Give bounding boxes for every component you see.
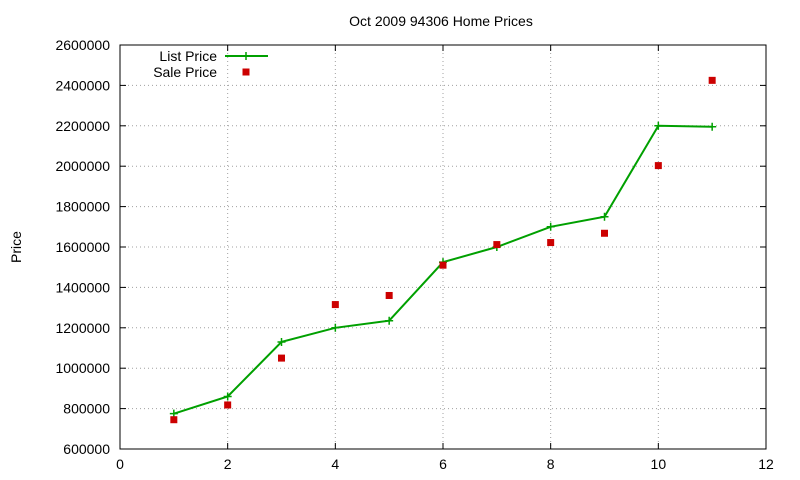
x-tick-label: 8 <box>547 456 555 472</box>
y-tick-labels: 600000 800000 1000000 1200000 1400000 1600000… <box>55 37 110 457</box>
list-price-point <box>546 222 555 231</box>
list-price-point <box>654 121 663 130</box>
y-tick-label: 2400000 <box>55 77 110 93</box>
list-price-point <box>600 212 609 221</box>
y-tick-label: 2000000 <box>55 158 110 174</box>
list-price-point <box>708 122 717 131</box>
legend-label: List Price <box>159 48 217 64</box>
list-price-point <box>277 337 286 346</box>
y-tick-label: 800000 <box>63 401 110 417</box>
y-tick-label: 600000 <box>63 441 110 457</box>
sale-price-point <box>493 241 501 249</box>
x-tick-label: 12 <box>758 456 774 472</box>
sale-price-point <box>385 291 393 299</box>
y-tick-label: 1800000 <box>55 199 110 215</box>
y-axis-label: Price <box>8 231 24 263</box>
grid <box>120 45 766 449</box>
x-tick-labels: 0 2 4 6 8 10 12 <box>116 456 774 472</box>
sale-price-point <box>601 229 608 237</box>
legend-square-swatch <box>242 68 250 76</box>
list-price-point <box>223 392 232 401</box>
y-tick-label: 2200000 <box>55 118 110 134</box>
sale-price-point <box>331 301 339 309</box>
sale-price-point <box>224 401 232 409</box>
sale-price-point <box>170 416 178 424</box>
legend-plus-swatch <box>242 52 250 60</box>
sale-price-point <box>654 162 662 170</box>
series-sale-price <box>170 76 716 424</box>
x-tick-label: 6 <box>439 456 447 472</box>
legend-label: Sale Price <box>153 64 217 80</box>
sale-price-point <box>708 76 716 84</box>
list-price-point <box>385 316 394 325</box>
chart-title: Oct 2009 94306 Home Prices <box>349 13 533 29</box>
y-tick-label: 1200000 <box>55 320 110 336</box>
y-tick-label: 1600000 <box>55 239 110 255</box>
x-tick-label: 4 <box>331 456 339 472</box>
series <box>169 76 717 424</box>
sale-price-point <box>278 354 285 362</box>
x-tick-label: 2 <box>224 456 232 472</box>
y-tick-label: 1000000 <box>55 360 110 376</box>
x-tick-label: 10 <box>651 456 667 472</box>
x-tick-label: 0 <box>116 456 124 472</box>
sale-price-point <box>547 239 555 247</box>
y-tick-label: 2600000 <box>55 37 110 53</box>
list-price-point <box>331 323 340 332</box>
sale-price-point <box>439 261 447 269</box>
plot-frame <box>119 44 767 450</box>
y-tick-label: 1400000 <box>55 279 110 295</box>
